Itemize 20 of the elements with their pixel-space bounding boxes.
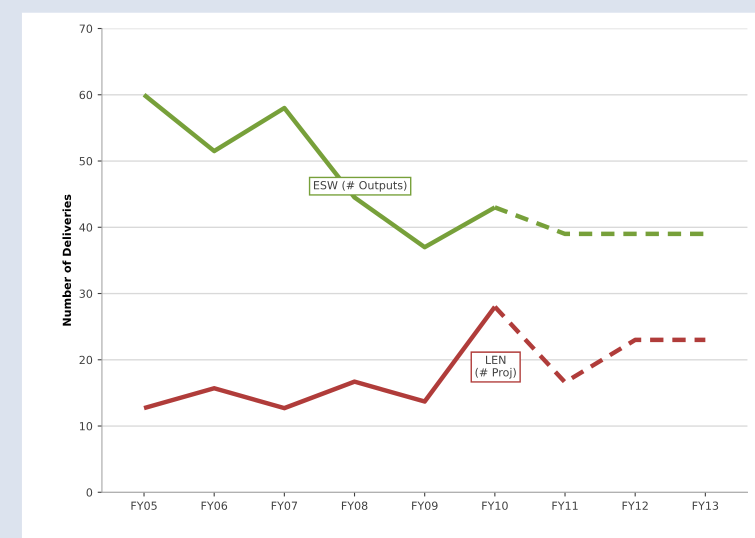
y-tick-label: 10 [80,422,92,430]
x-tick-label: FY07 [272,501,298,510]
x-tick-label: FY05 [131,501,157,510]
x-tick-label: FY09 [412,501,438,510]
x-tick-label: FY11 [552,502,578,510]
series-label: LEN (# Proj) [476,356,516,379]
x-tick-label: FY08 [342,501,368,510]
y-tick-label: 20 [80,356,92,364]
y-tick-label: 30 [80,289,92,298]
x-tick-label: FY06 [202,501,228,510]
y-tick-label: 70 [80,24,92,33]
y-tick-label: 0 [86,488,92,497]
y-tick-label: 50 [80,156,92,166]
x-tick-label: FY13 [692,501,718,510]
y-tick-label: 60 [80,90,92,100]
y-tick-label: 40 [79,223,92,232]
x-tick-label: FY12 [622,501,648,510]
series-label: ESW (# Outputs) [314,180,406,192]
y-axis-title: Number of Deliveries [62,194,72,326]
x-tick-label: FY10 [482,501,508,510]
